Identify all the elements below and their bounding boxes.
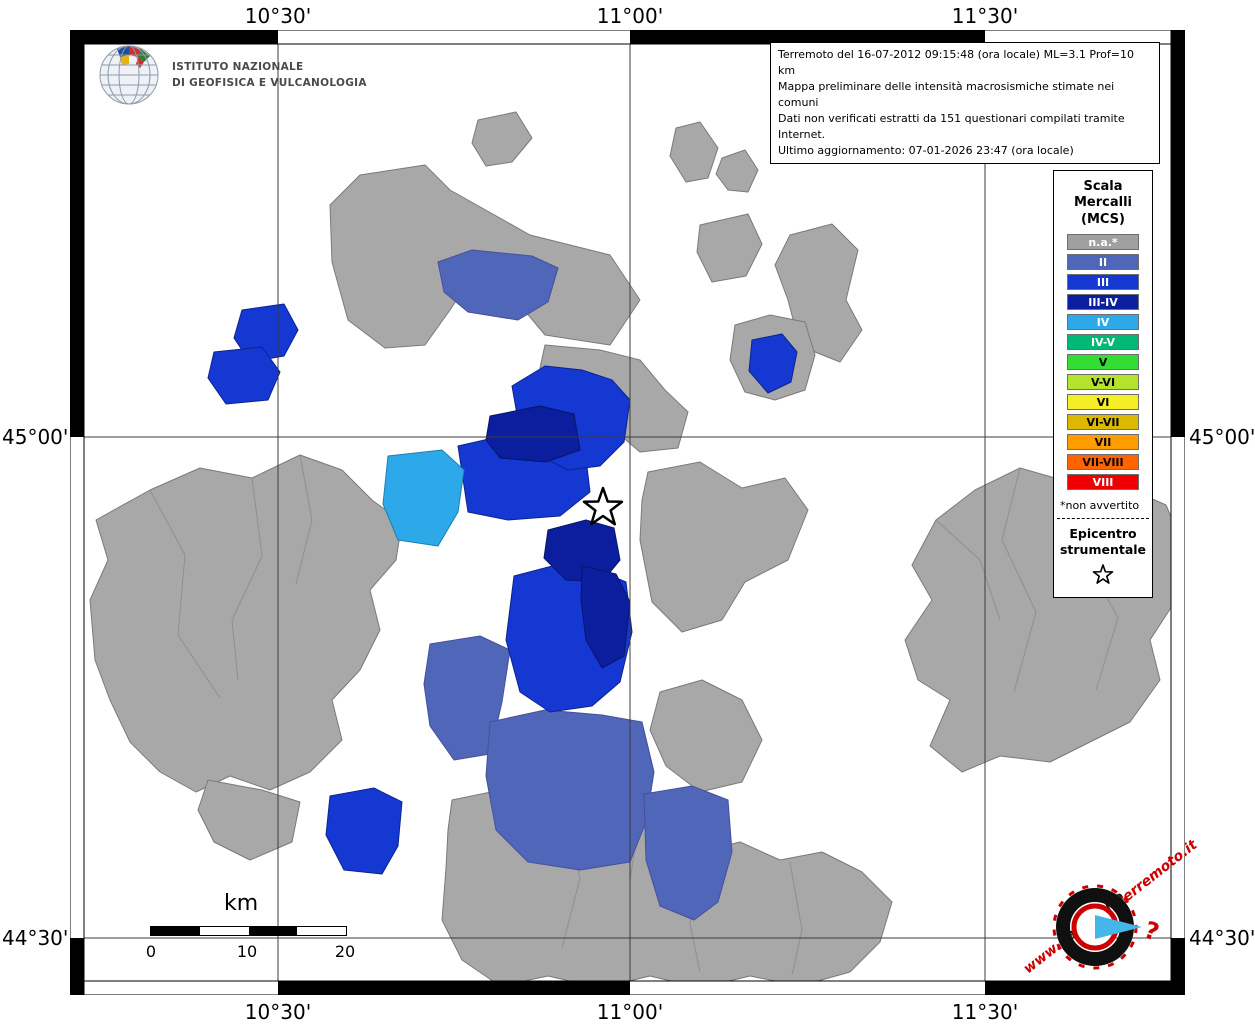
map-canvas [70, 30, 1185, 995]
graticule [84, 44, 1171, 981]
legend-epicenter-title: Epicentro strumentale [1059, 525, 1147, 557]
legend-item-ii: II [1067, 253, 1139, 270]
legend-panel: Scala Mercalli (MCS) n.a.* II III III-IV… [1053, 170, 1153, 599]
axis-label-right-4500: 45°00' [1189, 425, 1255, 449]
axis-label-left-4500: 45°00' [2, 425, 69, 449]
legend-item-vii-viii: VII-VIII [1067, 453, 1139, 470]
axis-label-top-1100: 11°00' [596, 4, 664, 28]
legend-item-vi-vii: VI-VII [1067, 413, 1139, 430]
axis-label-left-4430: 44°30' [2, 926, 69, 950]
axis-label-top-1130: 11°30' [951, 4, 1019, 28]
scalebar [150, 926, 347, 936]
event-info-line2: Mappa preliminare delle intensità macros… [778, 79, 1115, 109]
event-info-line3: Dati non verificati estratti da 151 ques… [778, 111, 1125, 141]
axis-label-bottom-1100: 11°00' [596, 1000, 664, 1024]
legend-item-vi: VI [1067, 393, 1139, 410]
ingv-globe-icon [99, 45, 159, 105]
event-info-line1: Terremoto del 16-07-2012 09:15:48 (ora l… [778, 48, 1134, 77]
municipalities-iv [382, 449, 465, 547]
legend-footnote: *non avvertito [1060, 498, 1140, 512]
map-frame [70, 30, 1185, 995]
legend-item-viii: VIII [1067, 473, 1139, 490]
legend-item-iv: IV [1067, 313, 1139, 330]
legend-item-v: V [1067, 353, 1139, 370]
legend-title: Scala Mercalli (MCS) [1073, 179, 1132, 227]
legend-item-vii: VII [1067, 433, 1139, 450]
legend-divider [1057, 517, 1149, 519]
epicenter-star [582, 486, 624, 526]
scalebar-tick-10: 10 [236, 942, 258, 961]
watermark-question-mark: ? [1141, 916, 1163, 947]
municipalities-iii [207, 303, 798, 875]
watermark-pointer-icon [1095, 915, 1142, 939]
legend-item-v-vi: V-VI [1067, 373, 1139, 390]
event-info-box: Terremoto del 16-07-2012 09:15:48 (ora l… [770, 42, 1160, 164]
scalebar-tick-0: 0 [145, 942, 157, 961]
legend-item-iii-iv: III-IV [1067, 293, 1139, 310]
axis-label-right-4430: 44°30' [1189, 926, 1255, 950]
epicenter-star-icon [1092, 564, 1114, 585]
ingv-wordmark: ISTITUTO NAZIONALE DI GEOFISICA E VULCAN… [172, 60, 367, 89]
haisentitoilterremoto-logo[interactable]: www.haisentito ilterremoto.it ? [1020, 836, 1202, 992]
legend-item-na: n.a.* [1067, 233, 1139, 250]
axis-label-bottom-1130: 11°30' [951, 1000, 1019, 1024]
axis-label-bottom-1030: 10°30' [244, 1000, 312, 1024]
legend-item-iii: III [1067, 273, 1139, 290]
ingv-logo: ISTITUTO NAZIONALE DI GEOFISICA E VULCAN… [98, 42, 367, 108]
scalebar-unit: km [224, 891, 259, 916]
scalebar-tick-20: 20 [334, 942, 356, 961]
axis-label-top-1030: 10°30' [244, 4, 312, 28]
legend-item-iv-v: IV-V [1067, 333, 1139, 350]
municipalities-ii [423, 249, 733, 921]
event-info-line4: Ultimo aggiornamento: 07-01-2026 23:47 (… [778, 143, 1074, 157]
municipalities-iii-iv [485, 405, 631, 669]
